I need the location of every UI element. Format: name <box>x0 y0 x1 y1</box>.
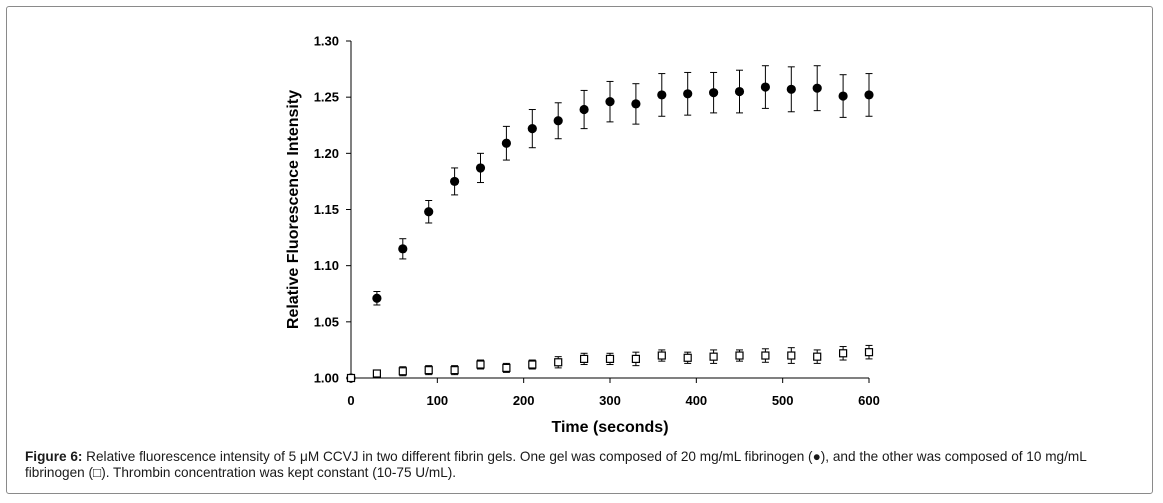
data-point <box>709 88 719 98</box>
data-point <box>424 366 433 375</box>
caption-label: Figure 6: <box>25 449 83 464</box>
data-point <box>605 97 615 107</box>
data-point <box>735 351 744 360</box>
y-tick-label: 1.15 <box>314 202 339 217</box>
data-point <box>683 353 692 362</box>
figure-frame <box>6 6 1153 494</box>
data-point <box>372 293 382 303</box>
data-point <box>786 84 796 94</box>
data-point <box>527 124 537 134</box>
y-tick-label: 1.05 <box>314 314 339 329</box>
series-10mg-fibrinogen <box>346 344 874 383</box>
data-point <box>761 351 770 360</box>
data-point <box>709 352 718 361</box>
data-point <box>501 138 511 148</box>
data-point <box>528 360 537 369</box>
series-20mg-fibrinogen <box>346 65 874 383</box>
y-tick-label: 1.00 <box>314 371 339 386</box>
data-point <box>346 373 356 383</box>
data-point <box>398 367 407 376</box>
x-axis-title: Time (seconds) <box>551 419 668 436</box>
data-point <box>579 354 589 364</box>
data-point <box>787 351 796 360</box>
y-tick-label: 1.25 <box>314 90 339 105</box>
x-tick-label: 0 <box>347 393 354 408</box>
data-point <box>657 351 666 360</box>
data-point <box>398 244 408 254</box>
data-point <box>554 358 563 367</box>
data-point <box>450 176 460 187</box>
data-point <box>864 348 874 357</box>
x-tick-label: 200 <box>513 393 535 408</box>
y-tick-label: 1.10 <box>314 258 339 273</box>
y-tick-label: 1.20 <box>314 146 339 161</box>
x-tick-label: 100 <box>426 393 448 408</box>
data-point <box>372 369 381 378</box>
x-tick-label: 500 <box>772 393 794 408</box>
data-point <box>579 104 589 115</box>
data-point <box>864 90 874 100</box>
data-point <box>605 354 615 364</box>
x-tick-labels: 0 100 200 300 400 500 600 <box>347 393 879 408</box>
data-point <box>760 82 771 92</box>
data-point <box>683 89 693 99</box>
x-tick-label: 300 <box>599 393 621 408</box>
data-point <box>553 116 563 126</box>
data-point <box>475 163 486 173</box>
figure-caption: Figure 6: Relative fluorescence intensit… <box>25 449 1145 481</box>
y-tick-labels: 1.00 1.05 1.10 1.15 1.20 1.25 1.30 <box>314 34 339 386</box>
data-point <box>813 352 822 361</box>
x-tick-label: 600 <box>858 393 880 408</box>
data-point <box>631 354 641 364</box>
data-point <box>812 83 822 93</box>
data-point <box>502 363 511 372</box>
y-axis-title: Relative Fluorescence Intensity <box>285 90 302 329</box>
x-tick-label: 400 <box>685 393 707 408</box>
y-tick-label: 1.30 <box>314 34 339 49</box>
data-point <box>450 366 459 375</box>
data-point <box>631 99 641 109</box>
data-point <box>838 91 848 101</box>
data-point <box>734 86 745 97</box>
caption-text: Relative fluorescence intensity of 5 μM … <box>25 449 1087 480</box>
data-point <box>657 90 667 100</box>
data-point <box>838 349 848 358</box>
data-point <box>476 360 485 369</box>
data-point <box>424 207 434 217</box>
